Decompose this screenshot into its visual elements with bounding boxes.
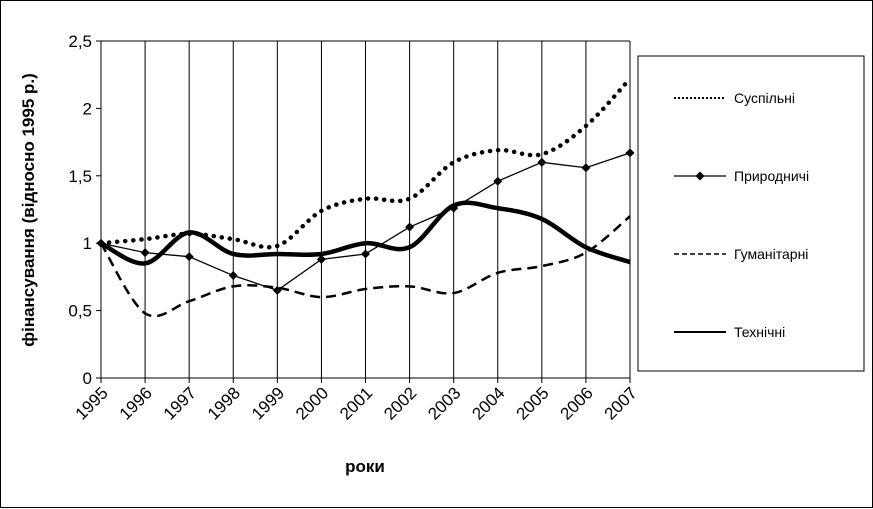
data-point-marker [361, 249, 370, 259]
data-point-marker [184, 252, 194, 262]
x-tick-label: 2003 [424, 383, 464, 423]
legend-label: Суспільні [734, 90, 795, 106]
data-point-marker [140, 248, 150, 258]
x-axis-title: роки [345, 457, 385, 476]
y-tick-label: 1,5 [68, 167, 92, 186]
y-axis-title: фінансування (відносно 1995 р.) [19, 73, 38, 347]
y-tick-label: 1 [83, 234, 92, 253]
x-tick-label: 2006 [557, 383, 597, 423]
axes-layer [96, 40, 631, 383]
x-tick-label: 2000 [292, 383, 332, 423]
legend: Суспільні Природничі Гуманітарні Технічні [637, 55, 865, 372]
x-tick-label: 2002 [380, 383, 420, 423]
x-tick-label: 2007 [601, 383, 641, 423]
x-tick-label: 2004 [468, 383, 508, 423]
x-tick-label: 1995 [72, 383, 112, 423]
legend-box [637, 55, 865, 372]
grid-layer [101, 40, 631, 378]
data-point-marker [537, 157, 547, 167]
legend-marker [695, 171, 705, 181]
data-point-marker [316, 254, 326, 264]
series-line-dashed [99, 215, 631, 318]
series-layer [96, 76, 635, 318]
y-tick-label: 0 [83, 369, 92, 388]
x-tick-label: 1997 [160, 383, 200, 423]
legend-label: Технічні [734, 324, 785, 340]
x-tick-label: 1998 [204, 383, 244, 423]
y-tick-label: 2,5 [68, 32, 92, 51]
data-point-marker [493, 176, 503, 186]
x-tick-label: 2001 [336, 383, 376, 423]
legend-label: Природничі [734, 168, 809, 184]
x-tick-label: 2005 [512, 383, 552, 423]
data-point-marker [625, 148, 635, 158]
data-point-marker [405, 222, 415, 232]
series-line-thick [99, 200, 631, 266]
x-tick-label: 1999 [248, 383, 288, 423]
y-tick-label: 0,5 [68, 302, 92, 321]
data-point-marker [228, 271, 238, 281]
data-point-marker [581, 163, 591, 173]
legend-label: Гуманітарні [734, 246, 808, 262]
y-tick-label: 2 [83, 99, 92, 118]
x-tick-label: 1996 [116, 383, 156, 423]
